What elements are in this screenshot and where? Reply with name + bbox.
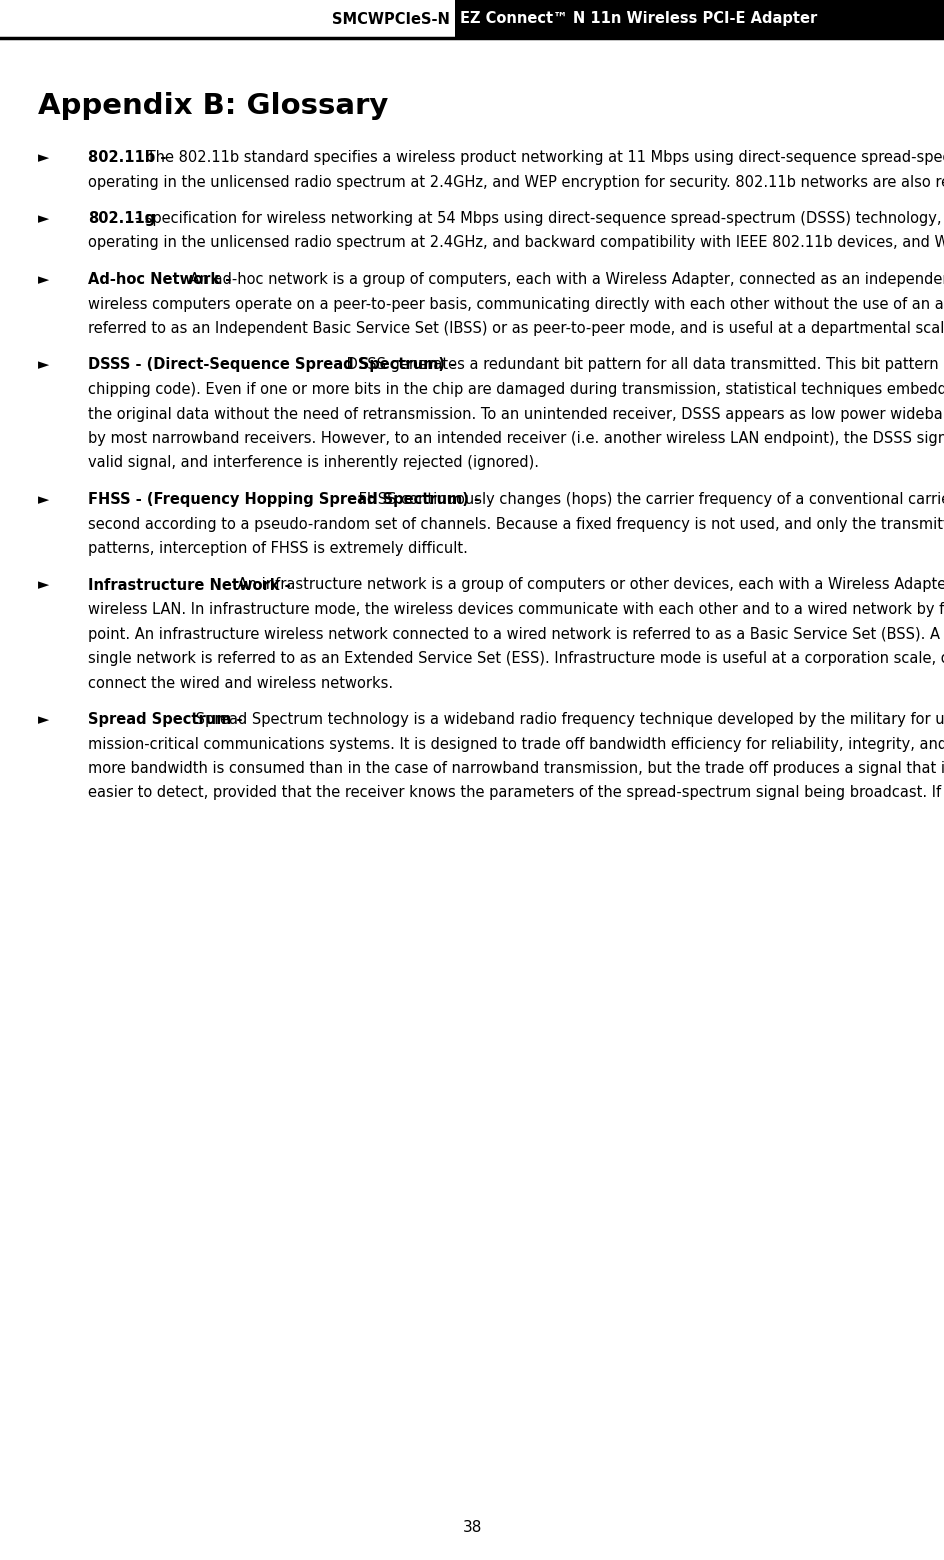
Text: easier to detect, provided that the receiver knows the parameters of the spread-: easier to detect, provided that the rece…: [88, 786, 944, 800]
Text: ►: ►: [38, 357, 49, 373]
Text: FHSS continuously changes (hops) the carrier frequency of a conventional carrier: FHSS continuously changes (hops) the car…: [354, 491, 944, 507]
Text: Infrastructure Network -: Infrastructure Network -: [88, 577, 291, 593]
Text: EZ Connect™ N 11n Wireless PCI-E Adapter: EZ Connect™ N 11n Wireless PCI-E Adapter: [460, 11, 818, 27]
Text: single network is referred to as an Extended Service Set (ESS). Infrastructure m: single network is referred to as an Exte…: [88, 651, 944, 666]
Text: second according to a pseudo-random set of channels. Because a fixed frequency i: second according to a pseudo-random set …: [88, 516, 944, 532]
Text: FHSS - (Frequency Hopping Spread Spectrum) -: FHSS - (Frequency Hopping Spread Spectru…: [88, 491, 480, 507]
Text: Spread Spectrum -: Spread Spectrum -: [88, 711, 243, 727]
Text: Appendix B: Glossary: Appendix B: Glossary: [38, 92, 388, 120]
Text: ►: ►: [38, 711, 49, 727]
Text: DSSS generates a redundant bit pattern for all data transmitted. This bit patter: DSSS generates a redundant bit pattern f…: [342, 357, 944, 373]
Text: 802.11b -: 802.11b -: [88, 150, 166, 165]
Text: more bandwidth is consumed than in the case of narrowband transmission, but the : more bandwidth is consumed than in the c…: [88, 761, 944, 775]
Text: ►: ►: [38, 150, 49, 165]
Text: mission-critical communications systems. It is designed to trade off bandwidth e: mission-critical communications systems.…: [88, 736, 944, 752]
Text: wireless computers operate on a peer-to-peer basis, communicating directly with : wireless computers operate on a peer-to-…: [88, 296, 944, 312]
Text: chipping code). Even if one or more bits in the chip are damaged during transmis: chipping code). Even if one or more bits…: [88, 382, 944, 396]
Text: operating in the unlicensed radio spectrum at 2.4GHz, and WEP encryption for sec: operating in the unlicensed radio spectr…: [88, 175, 944, 189]
Text: An ad-hoc network is a group of computers, each with a Wireless Adapter, connect: An ad-hoc network is a group of computer…: [185, 271, 944, 287]
Text: connect the wired and wireless networks.: connect the wired and wireless networks.: [88, 675, 393, 691]
Text: 802.11g: 802.11g: [88, 211, 155, 226]
Text: ►: ►: [38, 271, 49, 287]
Text: ►: ►: [38, 577, 49, 593]
Text: by most narrowband receivers. However, to an intended receiver (i.e. another wir: by most narrowband receivers. However, t…: [88, 431, 944, 446]
Text: DSSS - (Direct-Sequence Spread Spectrum) -: DSSS - (Direct-Sequence Spread Spectrum)…: [88, 357, 456, 373]
Text: Ad-hoc Network -: Ad-hoc Network -: [88, 271, 231, 287]
Text: The 802.11b standard specifies a wireless product networking at 11 Mbps using di: The 802.11b standard specifies a wireles…: [143, 150, 944, 165]
Text: referred to as an Independent Basic Service Set (IBSS) or as peer-to-peer mode, : referred to as an Independent Basic Serv…: [88, 321, 944, 335]
Text: An infrastructure network is a group of computers or other devices, each with a : An infrastructure network is a group of …: [233, 577, 944, 593]
Text: operating in the unlicensed radio spectrum at 2.4GHz, and backward compatibility: operating in the unlicensed radio spectr…: [88, 236, 944, 251]
Text: - specification for wireless networking at 54 Mbps using direct-sequence spread-: - specification for wireless networking …: [130, 211, 944, 226]
Text: patterns, interception of FHSS is extremely difficult.: patterns, interception of FHSS is extrem…: [88, 541, 468, 555]
Bar: [0, 0, 944, 37]
Text: valid signal, and interference is inherently rejected (ignored).: valid signal, and interference is inhere…: [88, 456, 539, 471]
Text: point. An infrastructure wireless network connected to a wired network is referr: point. An infrastructure wireless networ…: [88, 627, 944, 641]
Text: 38: 38: [463, 1519, 481, 1535]
Text: ►: ►: [38, 211, 49, 226]
Text: the original data without the need of retransmission. To an unintended receiver,: the original data without the need of re…: [88, 407, 944, 421]
Bar: [0, 0, 455, 37]
Text: wireless LAN. In infrastructure mode, the wireless devices communicate with each: wireless LAN. In infrastructure mode, th…: [88, 602, 944, 618]
Text: ►: ►: [38, 491, 49, 507]
Text: Spread Spectrum technology is a wideband radio frequency technique developed by : Spread Spectrum technology is a wideband…: [191, 711, 944, 727]
Text: SMCWPCIeS-N: SMCWPCIeS-N: [332, 11, 450, 27]
